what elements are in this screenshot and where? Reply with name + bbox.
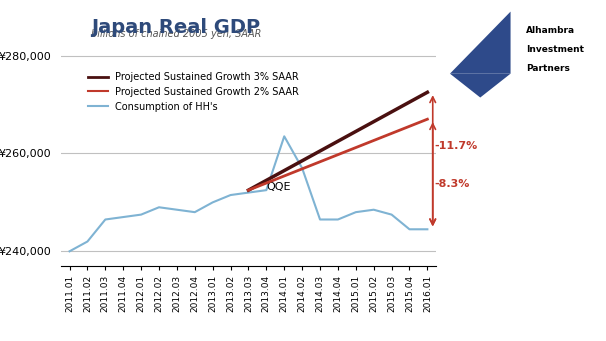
Text: -8.3%: -8.3% — [435, 179, 470, 189]
Text: Partners: Partners — [526, 64, 570, 73]
Text: Alhambra: Alhambra — [526, 26, 575, 35]
Text: Investment: Investment — [526, 45, 584, 54]
Text: -11.7%: -11.7% — [435, 141, 478, 151]
Polygon shape — [450, 74, 510, 98]
Text: billions of chained 2005 yen, SAAR: billions of chained 2005 yen, SAAR — [91, 29, 261, 39]
Legend: Projected Sustained Growth 3% SAAR, Projected Sustained Growth 2% SAAR, Consumpt: Projected Sustained Growth 3% SAAR, Proj… — [84, 68, 303, 116]
Text: Japan Real GDP: Japan Real GDP — [91, 18, 260, 36]
Polygon shape — [450, 12, 510, 74]
Text: QQE: QQE — [267, 182, 291, 192]
